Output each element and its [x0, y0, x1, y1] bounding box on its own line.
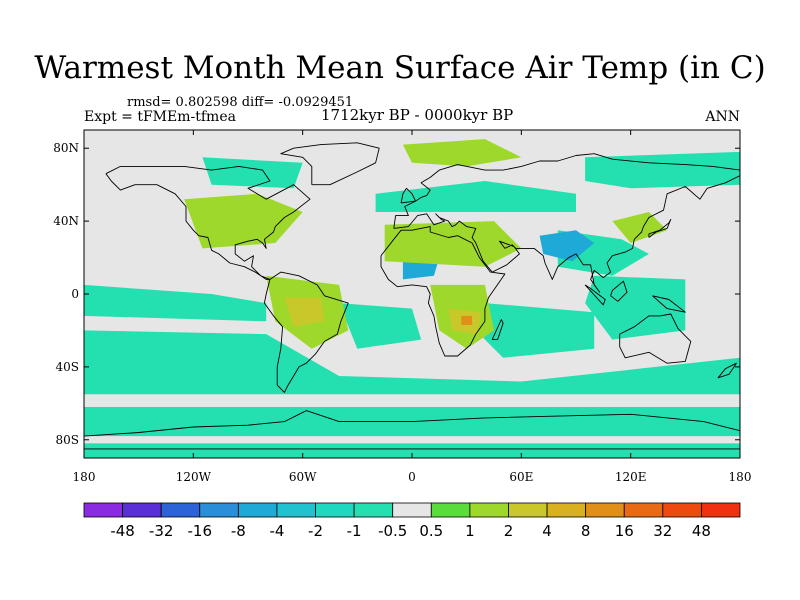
colorbar-swatch: [315, 502, 355, 518]
y-tick-label: 40S: [56, 360, 80, 374]
x-tick-label: 60E: [509, 470, 533, 484]
period-text: 1712kyr BP - 0000kyr BP: [321, 106, 514, 124]
contour-region: [384, 221, 522, 267]
coastline: [619, 313, 692, 364]
colorbar-label: 8: [581, 522, 591, 540]
x-tick-label: 180: [729, 470, 752, 484]
colorbar-swatch: [122, 502, 162, 518]
colorbar-label: -0.5: [378, 522, 407, 540]
contour-region: [585, 151, 740, 189]
x-tick-label: 0: [408, 470, 416, 484]
colorbar-label: -16: [188, 522, 213, 540]
colorbar-label: 2: [504, 522, 514, 540]
colorbar-label: -48: [110, 522, 135, 540]
contour-region: [184, 193, 303, 249]
colorbar-swatch: [199, 502, 239, 518]
chart-title: Warmest Month Mean Surface Air Temp (in …: [34, 50, 766, 86]
colorbar: -48 -32 -16 -8 -4 -2 -1 -0.5 0.5 1 2 4 8 16 32 48: [83, 502, 741, 540]
colorbar-swatch: [701, 502, 741, 518]
coastline: [717, 362, 737, 379]
stats-text: rmsd= 0.802598 diff= -0.0929451: [127, 95, 354, 110]
season-text: ANN: [705, 109, 740, 125]
coastline: [263, 271, 349, 393]
colorbar-swatch: [353, 502, 394, 518]
contour-region: [461, 315, 473, 325]
contour-region: [84, 330, 740, 395]
y-tick-label: 80N: [53, 141, 79, 155]
colorbar-swatch: [469, 502, 509, 518]
x-tick-label: 120W: [176, 470, 212, 484]
coastline: [393, 153, 741, 293]
colorbar-swatch: [662, 502, 702, 518]
contour-region: [402, 139, 522, 167]
colorbar-swatch: [392, 502, 432, 518]
contour-region: [475, 303, 595, 358]
coastline: [400, 187, 417, 204]
colorbar-label: -2: [308, 522, 323, 540]
y-tick-label: 0: [71, 287, 79, 301]
colorbar-swatch: [237, 502, 278, 518]
coastline: [105, 165, 311, 280]
coastline: [648, 218, 672, 238]
coastline: [280, 142, 380, 186]
colorbar-swatch: [430, 502, 471, 518]
colorbar-label: -32: [149, 522, 174, 540]
colorbar-swatch: [508, 502, 548, 518]
contour-region: [585, 275, 686, 340]
coastline: [491, 319, 504, 341]
colorbar-swatch: [83, 502, 123, 518]
colorbar-swatch: [546, 502, 587, 518]
colorbar-label: -8: [231, 522, 246, 540]
coastline: [652, 295, 686, 313]
x-tick-label: 180: [73, 470, 96, 484]
y-tick-label: 40N: [53, 214, 79, 228]
experiment-text: Expt = tFMEm-tfmea: [84, 109, 236, 125]
colorbar-swatch: [585, 502, 625, 518]
coastline: [380, 226, 506, 357]
colorbar-swatch: [623, 502, 664, 518]
y-tick-label: 80S: [56, 433, 80, 447]
colorbar-swatch: [276, 502, 316, 518]
x-tick-label: 60W: [289, 470, 317, 484]
contour-region: [612, 212, 668, 243]
contour-region: [339, 303, 422, 349]
colorbar-label: 32: [653, 522, 672, 540]
coastline: [584, 284, 606, 306]
coastline: [610, 280, 628, 302]
colorbar-label: 0.5: [419, 522, 443, 540]
colorbar-label: -1: [347, 522, 362, 540]
contour-region: [284, 297, 325, 327]
colorbar-swatch: [160, 502, 201, 518]
axis-ticks: 180 120W 60W 0 60E 120E 180 80N 40N 0 40S 80S: [53, 130, 751, 484]
colorbar-label: 16: [615, 522, 634, 540]
colorbar-label: 1: [465, 522, 475, 540]
contour-region: [202, 157, 303, 189]
contour-region: [539, 230, 595, 262]
colorbar-label: 48: [692, 522, 711, 540]
contour-region: [84, 284, 267, 322]
colorbar-label: -4: [269, 522, 284, 540]
colorbar-label: 4: [542, 522, 552, 540]
contour-region: [375, 181, 576, 212]
contour-region: [84, 443, 740, 458]
x-tick-label: 120E: [615, 470, 647, 484]
